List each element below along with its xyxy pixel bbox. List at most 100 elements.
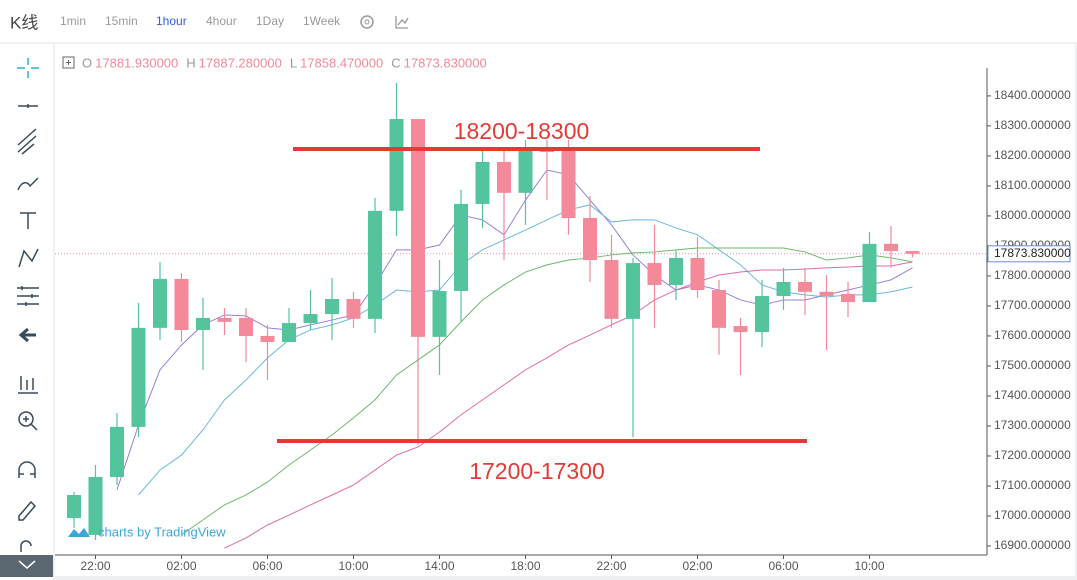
candle-body [110,426,124,477]
candle-body [497,161,511,193]
last-price-badge [987,245,1071,263]
drawing-tools [0,58,53,577]
x-tick-label: 10:00 [338,559,368,573]
crosshair-tool[interactable] [17,58,39,78]
candle-body [368,210,382,319]
candle-body [755,296,769,333]
y-tick-label: 17000.000000 [994,508,1071,522]
settings-icon[interactable] [360,15,374,29]
x-tick-label: 18:00 [510,559,540,573]
candle-body [260,335,275,342]
candle-body [561,149,576,219]
y-tick-label: 17500.000000 [994,358,1071,372]
candle-body [153,278,167,328]
pattern-tool[interactable] [18,248,39,268]
watermark: charts by TradingView [68,524,226,539]
x-tick-label: 22:00 [80,559,110,573]
candle-body [884,243,898,252]
y-tick-label: 17600.000000 [994,328,1071,342]
candle-body [196,317,210,330]
ma-line [224,261,913,549]
candle-body [88,476,103,535]
zoom-tool[interactable] [18,411,38,431]
candle-body [841,293,855,303]
candle-body [239,317,253,336]
candle-body [282,323,296,342]
ohlc-value: 17887.280000 [199,55,282,70]
candle-body [346,299,361,319]
text-tool[interactable] [20,212,36,229]
brush-tool[interactable] [17,177,39,191]
candle-body [67,494,81,519]
candle-body [325,299,339,315]
x-tick-label: 22:00 [596,559,626,573]
line-tool[interactable] [18,104,38,108]
interval-button[interactable]: 1hour [156,14,187,28]
magnet-tool[interactable] [18,461,36,478]
left-toolbar [0,44,53,580]
y-tick-label: 17400.000000 [994,388,1071,402]
ohlc-key: L [290,55,297,70]
y-tick-label: 18400.000000 [994,88,1071,102]
level-label: 17200-17300 [469,458,605,484]
interval-button[interactable]: 1Day [256,14,284,28]
collapse-button[interactable] [0,555,53,577]
interval-button[interactable]: 15min [105,14,138,28]
measure-tool[interactable] [18,376,38,394]
candle-body [690,257,705,291]
candle-body [647,263,662,285]
interval-button[interactable]: 4hour [206,14,237,28]
legend-toggle[interactable] [62,56,75,69]
candle-body [712,290,726,328]
legend-toggle-plus [66,60,71,65]
x-tick-label: 10:00 [854,559,884,573]
x-tick-label: 02:00 [166,559,196,573]
y-tick-label: 16900.000000 [994,538,1071,552]
y-tick-label: 17800.000000 [994,268,1071,282]
channel-tool[interactable] [17,128,37,155]
last-price-label: 17873.830000 [994,246,1071,260]
candle-body [819,291,834,297]
ma-line [181,247,913,536]
x-tick-label: 06:00 [768,559,798,573]
interval-button[interactable]: 1Week [303,14,341,28]
interval-group: 1min 15min 1hour 4hour 1Day 1Week [60,14,341,28]
indicator-icon[interactable] [395,16,409,29]
ma-line [116,169,913,491]
y-tick-label: 17300.000000 [994,418,1071,432]
candle-body [733,326,748,333]
candle-body [518,149,533,193]
y-tick-label: 17200.000000 [994,448,1071,462]
ohlc-value: 17881.930000 [95,55,178,70]
fib-tool[interactable] [17,286,39,306]
candle-body [669,257,683,285]
edit-tool[interactable] [18,500,37,521]
y-tick-label: 18100.000000 [994,178,1071,192]
candle-body [131,327,146,427]
back-tool[interactable] [18,327,36,343]
candle-body [389,119,404,211]
y-tick-label: 17700.000000 [994,298,1071,312]
candle-body [583,218,597,261]
interval-button[interactable]: 1min [60,14,86,28]
y-tick-label: 18200.000000 [994,148,1071,162]
ohlc-value: 17858.470000 [300,55,383,70]
y-tick-label: 18000.000000 [994,208,1071,222]
y-tick-label: 17100.000000 [994,478,1071,492]
watermark-text: charts by TradingView [98,524,226,539]
x-tick-label: 14:00 [424,559,454,573]
candle-body [432,290,447,337]
ohlc-key: H [186,55,195,70]
collapse-chevron [18,560,36,569]
top-toolbar [0,0,1077,42]
x-tick-label: 06:00 [252,559,282,573]
plot-area: 16900.000000 17000.000000 17100.000000 1720… [55,83,1071,573]
candle-body [475,161,490,204]
candle-body [454,203,468,291]
candle-body [411,119,425,337]
x-tick-label: 02:00 [682,559,712,573]
toolbar-title: K线 [10,13,38,32]
lock-tool[interactable] [20,540,32,552]
